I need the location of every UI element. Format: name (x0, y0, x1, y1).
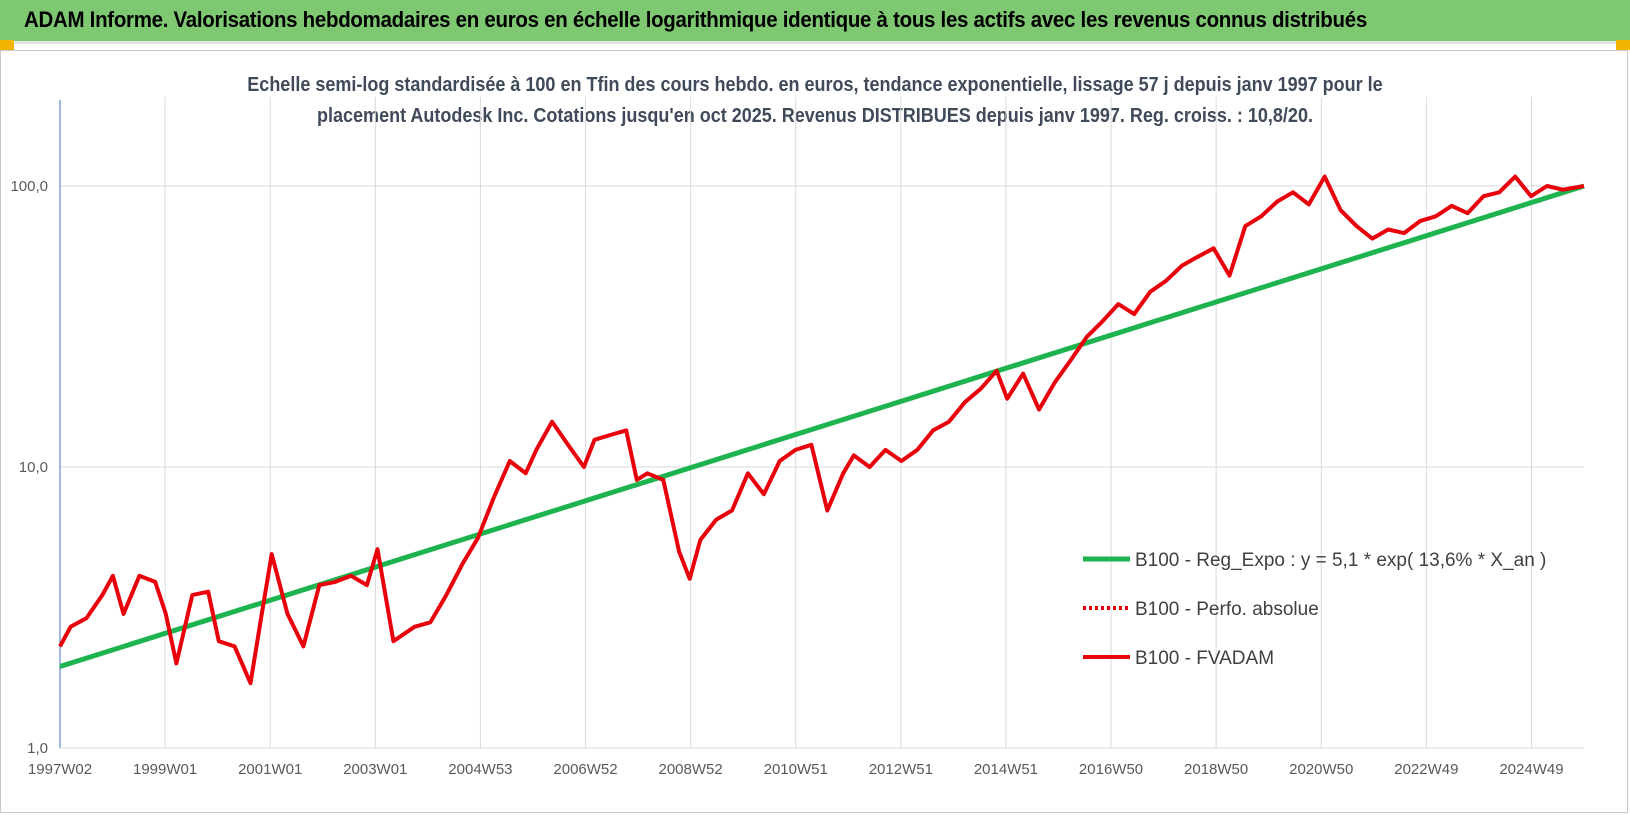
x-tick-label: 2022W49 (1394, 761, 1458, 778)
x-tick-label: 2016W50 (1079, 761, 1143, 778)
corner-mark-right (1616, 40, 1630, 50)
x-tick-label: 2001W01 (238, 761, 302, 778)
y-tick-label: 100,0 (10, 178, 48, 195)
grid-lines (60, 97, 1584, 749)
y-tick-label: 1,0 (27, 740, 48, 757)
series-layer (58, 174, 1585, 686)
x-tick-label: 2012W51 (869, 761, 933, 778)
x-tick-label: 2003W01 (343, 761, 407, 778)
chart-subtitle: Echelle semi-log standardisée à 100 en T… (180, 70, 1450, 132)
chart-subtitle-line-1: Echelle semi-log standardisée à 100 en T… (247, 74, 1383, 96)
x-tick-label: 2010W51 (764, 761, 828, 778)
x-tick-label: 2006W52 (553, 761, 617, 778)
x-tick-label: 2008W52 (659, 761, 723, 778)
series-line-solid-red (58, 174, 1585, 686)
y-tick-label: 10,0 (19, 459, 48, 476)
legend: B100 - Reg_Expo : y = 5,1 * exp( 13,6% *… (1083, 550, 1546, 669)
corner-mark-left (0, 40, 14, 50)
x-tick-label: 1997W02 (28, 761, 92, 778)
axes: 1,0 10,0 100,0 1997W02 1999W01 2001W01 2003W01… (10, 100, 1584, 778)
title-banner: ADAM Informe. Valorisations hebdomadaire… (0, 0, 1630, 44)
chart-subtitle-line-2: placement Autodesk Inc. Cotations jusqu'… (317, 105, 1313, 127)
series-line-solid-green (59, 183, 1585, 669)
legend-entry: B100 - Perfo. absolue (1135, 599, 1319, 620)
legend-entry: B100 - Reg_Expo : y = 5,1 * exp( 13,6% *… (1135, 550, 1546, 571)
report-title: ADAM Informe. Valorisations hebdomadaire… (24, 7, 1367, 32)
x-tick-label: 1999W01 (133, 761, 197, 778)
x-tick-label: 2014W51 (974, 761, 1038, 778)
chart-frame (0, 50, 1628, 813)
x-tick-label: 2024W49 (1499, 761, 1563, 778)
x-tick-label: 2020W50 (1289, 761, 1353, 778)
x-tick-label: 2004W53 (448, 761, 512, 778)
x-tick-label: 2018W50 (1184, 761, 1248, 778)
legend-entry: B100 - FVADAM (1135, 648, 1274, 669)
